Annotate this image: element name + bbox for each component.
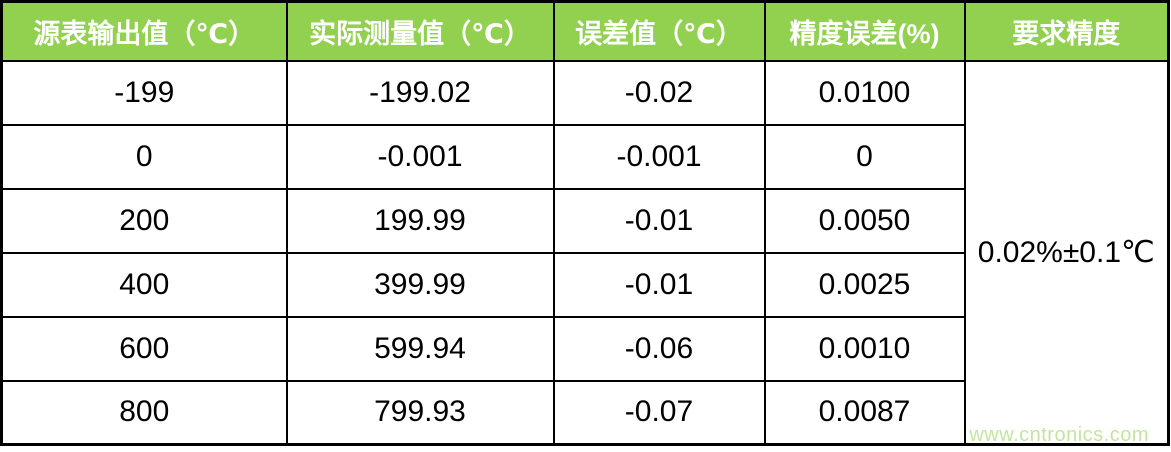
cell-source-output: -199 <box>0 59 288 126</box>
table-row: -199 -199.02 -0.02 0.0100 0.02%±0.1℃ <box>0 59 1170 446</box>
cell-accuracy-error: 0.0100 <box>763 59 966 126</box>
cell-source-output: 800 <box>0 379 288 446</box>
cell-measured-value: -0.001 <box>285 123 555 190</box>
cell-measured-value: 799.93 <box>285 379 555 446</box>
col-header-accuracy-error: 精度误差(%) <box>763 0 966 62</box>
cell-error-value: -0.01 <box>552 187 766 254</box>
cell-measured-value: 399.99 <box>285 251 555 318</box>
cell-error-value: -0.01 <box>552 251 766 318</box>
col-header-required-accuracy: 要求精度 <box>963 0 1170 62</box>
cell-accuracy-error: 0.0025 <box>763 251 966 318</box>
cell-error-value: -0.001 <box>552 123 766 190</box>
cell-accuracy-error: 0.0087 <box>763 379 966 446</box>
table-row: 200 199.99 -0.01 0.0050 <box>0 187 1169 254</box>
cell-accuracy-error: 0 <box>763 123 966 190</box>
cell-required-accuracy-merged: 0.02%±0.1℃ <box>963 59 1170 446</box>
col-header-source-output: 源表输出值（℃） <box>0 0 288 62</box>
table-row: 800 799.93 -0.07 0.0087 <box>0 379 1169 446</box>
cell-error-value: -0.02 <box>552 59 766 126</box>
cell-measured-value: 599.94 <box>285 315 555 382</box>
cell-measured-value: 199.99 <box>285 187 555 254</box>
col-header-measured-value: 实际测量值（℃） <box>285 0 555 62</box>
cell-error-value: -0.06 <box>552 315 766 382</box>
cell-measured-value: -199.02 <box>285 59 555 126</box>
cell-source-output: 200 <box>0 187 288 254</box>
table-row: 0 -0.001 -0.001 0 <box>0 123 1169 190</box>
col-header-error-value: 误差值（℃） <box>552 0 766 62</box>
cell-accuracy-error: 0.0050 <box>763 187 966 254</box>
table-row: 600 599.94 -0.06 0.0010 <box>0 315 1169 382</box>
cell-source-output: 0 <box>0 123 288 190</box>
cell-source-output: 600 <box>0 315 288 382</box>
table-header-row: 源表输出值（℃） 实际测量值（℃） 误差值（℃） 精度误差(%) 要求精度 <box>0 0 1170 62</box>
cell-accuracy-error: 0.0010 <box>763 315 966 382</box>
cell-error-value: -0.07 <box>552 379 766 446</box>
table-row: 400 399.99 -0.01 0.0025 <box>0 251 1169 318</box>
cell-source-output: 400 <box>0 251 288 318</box>
